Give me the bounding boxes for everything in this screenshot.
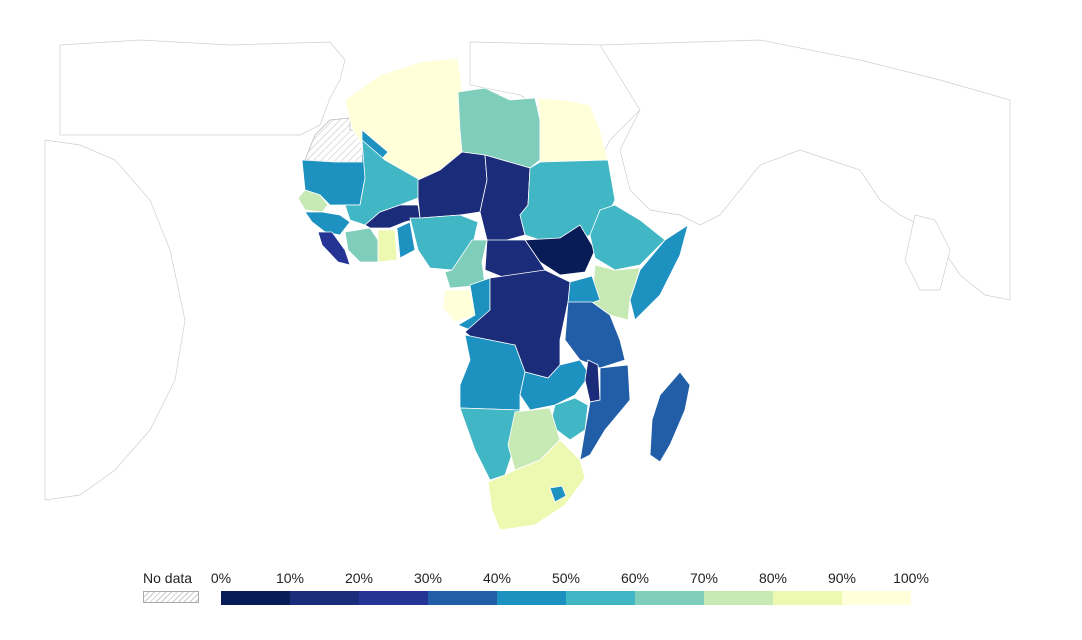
country-ethiopia bbox=[589, 204, 666, 271]
legend-swatch-6 bbox=[635, 591, 704, 605]
legend-tick-label: 50% bbox=[551, 570, 581, 586]
legend-swatch-4 bbox=[497, 591, 566, 605]
country-sierra-leone bbox=[317, 231, 351, 266]
country-zambia bbox=[519, 359, 591, 411]
country-guinea bbox=[304, 211, 351, 236]
country-lesotho bbox=[549, 485, 567, 503]
country-gabon bbox=[442, 289, 476, 323]
legend-swatch-0 bbox=[221, 591, 290, 605]
country-south-africa bbox=[487, 439, 586, 531]
legend-color-scale bbox=[221, 591, 911, 605]
country-chad bbox=[479, 154, 531, 243]
legend-tick-label: 40% bbox=[482, 570, 512, 586]
legend-no-data-label: No data bbox=[143, 570, 193, 586]
legend-swatch-9 bbox=[842, 591, 911, 605]
legend-tick-label: 0% bbox=[210, 570, 232, 586]
legend-tick-label: 10% bbox=[275, 570, 305, 586]
africa-countries bbox=[297, 57, 691, 531]
country-cote-divoire bbox=[344, 227, 379, 263]
legend-tick-label: 30% bbox=[413, 570, 443, 586]
legend-swatch-3 bbox=[428, 591, 497, 605]
legend-tick-label: 60% bbox=[620, 570, 650, 586]
legend-tick-label: 100% bbox=[893, 570, 929, 586]
legend-swatch-1 bbox=[290, 591, 359, 605]
country-cameroon bbox=[444, 239, 488, 289]
legend-no-data-swatch bbox=[143, 591, 199, 603]
country-madagascar bbox=[649, 371, 691, 463]
country-angola bbox=[459, 334, 526, 411]
country-ghana bbox=[377, 229, 398, 263]
legend-swatch-2 bbox=[359, 591, 428, 605]
country-benin bbox=[396, 221, 416, 259]
country-egypt bbox=[537, 97, 609, 163]
country-somalia bbox=[629, 224, 689, 321]
legend-tick-label: 80% bbox=[758, 570, 788, 586]
legend-tick-label: 20% bbox=[344, 570, 374, 586]
country-south-sudan bbox=[524, 224, 596, 276]
africa-choropleth-map bbox=[44, 39, 1011, 531]
country-malawi bbox=[584, 359, 601, 403]
legend-tick-label: 90% bbox=[827, 570, 857, 586]
legend-swatch-7 bbox=[704, 591, 773, 605]
country-mozambique bbox=[579, 364, 631, 461]
country-senegal bbox=[297, 189, 329, 213]
legend-swatch-8 bbox=[773, 591, 842, 605]
context-outlines bbox=[44, 39, 1011, 501]
country-tanzania bbox=[564, 301, 626, 369]
legend-tick-label: 70% bbox=[689, 570, 719, 586]
legend-swatch-5 bbox=[566, 591, 635, 605]
